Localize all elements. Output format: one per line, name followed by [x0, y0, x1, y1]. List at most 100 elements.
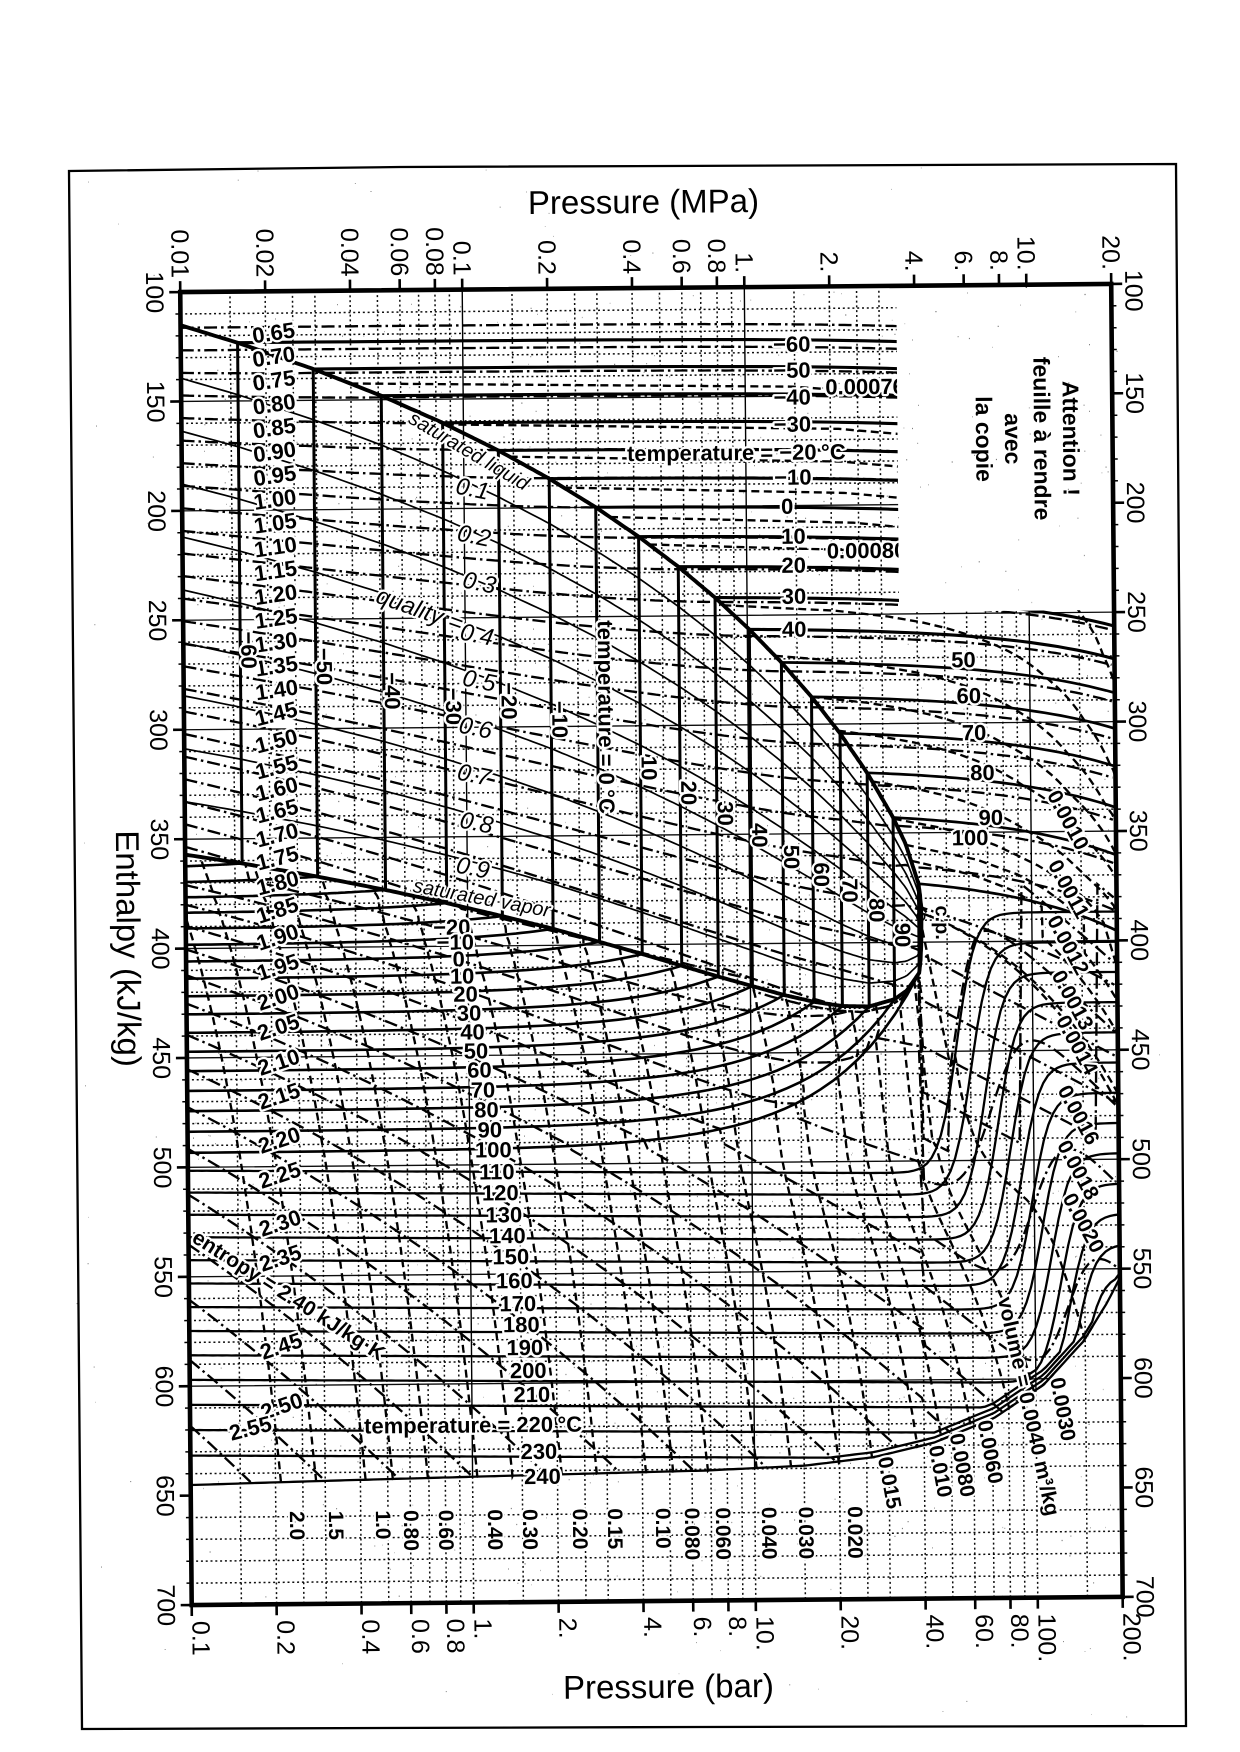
svg-text:200: 200 [142, 490, 170, 532]
svg-text:20.: 20. [1096, 235, 1124, 270]
svg-text:−60: −60 [236, 631, 261, 669]
svg-text:temperature = −20 °C: temperature = −20 °C [627, 439, 846, 466]
svg-text:0.8: 0.8 [441, 1619, 469, 1654]
svg-text:600: 600 [150, 1365, 178, 1407]
svg-text:8.: 8. [984, 250, 1012, 271]
svg-text:0: 0 [781, 494, 793, 519]
svg-text:60: 60 [956, 683, 981, 708]
svg-text:0.02: 0.02 [250, 229, 278, 278]
svg-text:40: 40 [747, 823, 772, 848]
svg-text:500: 500 [1127, 1138, 1155, 1180]
svg-text:0: 0 [452, 947, 464, 972]
svg-text:400: 400 [146, 928, 174, 970]
svg-text:160: 160 [496, 1268, 533, 1293]
svg-text:650: 650 [1130, 1466, 1158, 1508]
svg-text:300: 300 [1123, 700, 1151, 742]
svg-text:0.08: 0.08 [420, 227, 448, 276]
svg-text:70: 70 [471, 1077, 496, 1102]
svg-text:la copie: la copie [971, 396, 998, 482]
svg-text:150: 150 [141, 381, 169, 423]
svg-text:0.6: 0.6 [406, 1619, 434, 1654]
svg-text:2.: 2. [553, 1618, 581, 1639]
svg-text:180: 180 [503, 1312, 540, 1337]
svg-text:−50: −50 [312, 648, 337, 686]
svg-text:8.: 8. [723, 1616, 751, 1637]
svg-text:10: 10 [781, 524, 806, 549]
svg-text:250: 250 [143, 600, 171, 642]
svg-text:40.: 40. [920, 1614, 948, 1649]
svg-text:40: 40 [460, 1019, 485, 1044]
svg-text:120: 120 [482, 1180, 519, 1205]
svg-text:210: 210 [513, 1382, 550, 1407]
svg-text:feuille à rendre: feuille à rendre [1028, 357, 1055, 521]
svg-text:6.: 6. [688, 1616, 716, 1637]
svg-text:1.: 1. [730, 252, 758, 273]
svg-text:0.80: 0.80 [251, 389, 297, 420]
svg-text:60: 60 [809, 862, 834, 887]
svg-text:−50: −50 [773, 358, 811, 383]
svg-text:650: 650 [151, 1475, 179, 1517]
svg-text:100: 100 [952, 825, 989, 850]
svg-text:110: 110 [479, 1159, 515, 1184]
svg-text:−20: −20 [496, 682, 521, 720]
svg-text:700: 700 [152, 1584, 180, 1626]
svg-text:90: 90 [890, 923, 915, 948]
svg-text:0.80: 0.80 [399, 1510, 422, 1551]
svg-text:230: 230 [520, 1439, 557, 1464]
svg-text:0.060: 0.060 [711, 1507, 734, 1560]
svg-text:1.5: 1.5 [324, 1511, 347, 1541]
svg-text:Enthalpy (kJ/kg): Enthalpy (kJ/kg) [109, 830, 148, 1067]
svg-text:80: 80 [970, 760, 995, 785]
svg-text:Attention !: Attention ! [1058, 381, 1085, 496]
svg-text:6.: 6. [949, 250, 977, 271]
svg-text:200: 200 [510, 1358, 547, 1383]
svg-text:0.06: 0.06 [385, 227, 413, 276]
svg-text:30: 30 [713, 801, 738, 826]
svg-text:10.: 10. [1011, 236, 1039, 271]
svg-text:−60: −60 [773, 332, 811, 357]
svg-text:1.0: 1.0 [371, 1510, 394, 1539]
svg-text:0.15: 0.15 [603, 1508, 626, 1549]
svg-text:−20: −20 [433, 915, 471, 940]
svg-text:4.: 4. [899, 251, 927, 272]
svg-text:−40: −40 [773, 385, 811, 410]
svg-text:150: 150 [1120, 372, 1148, 414]
svg-text:0.7: 0.7 [455, 759, 495, 792]
svg-text:40: 40 [782, 617, 807, 642]
svg-text:0.1: 0.1 [186, 1621, 214, 1656]
svg-text:80: 80 [864, 898, 889, 923]
svg-text:0.2: 0.2 [271, 1620, 299, 1655]
svg-text:300: 300 [144, 709, 172, 751]
svg-text:0.080: 0.080 [680, 1508, 703, 1561]
svg-text:190: 190 [506, 1335, 543, 1360]
svg-text:−40: −40 [380, 672, 405, 710]
svg-text:450: 450 [147, 1037, 175, 1079]
svg-text:0.30: 0.30 [518, 1509, 541, 1550]
svg-text:60: 60 [467, 1057, 492, 1082]
svg-text:temperature = 220 °C: temperature = 220 °C [364, 1412, 582, 1439]
svg-text:0.4: 0.4 [356, 1619, 384, 1654]
svg-text:60.: 60. [970, 1614, 998, 1649]
svg-text:400: 400 [1125, 919, 1153, 961]
svg-text:0.85: 0.85 [251, 413, 297, 444]
svg-text:600: 600 [1129, 1357, 1157, 1399]
svg-text:80: 80 [474, 1097, 499, 1122]
svg-text:700: 700 [1130, 1576, 1158, 1618]
svg-text:0.00080: 0.00080 [827, 538, 907, 564]
svg-text:200: 200 [1121, 482, 1149, 524]
svg-text:200.: 200. [1117, 1613, 1145, 1662]
svg-text:50: 50 [464, 1038, 489, 1063]
svg-text:0.04: 0.04 [335, 228, 363, 277]
svg-text:150: 150 [492, 1244, 529, 1269]
svg-text:80.: 80. [1005, 1614, 1033, 1649]
svg-text:0.01: 0.01 [165, 229, 193, 278]
svg-text:Pressure (MPa): Pressure (MPa) [528, 182, 759, 221]
svg-text:70: 70 [962, 720, 987, 745]
svg-text:130: 130 [485, 1202, 522, 1227]
svg-text:0.20: 0.20 [568, 1509, 591, 1550]
svg-text:30: 30 [782, 584, 807, 609]
svg-text:100: 100 [475, 1137, 512, 1162]
svg-text:0.8: 0.8 [702, 239, 730, 274]
svg-text:550: 550 [1128, 1248, 1156, 1290]
svg-text:2.: 2. [814, 251, 842, 272]
